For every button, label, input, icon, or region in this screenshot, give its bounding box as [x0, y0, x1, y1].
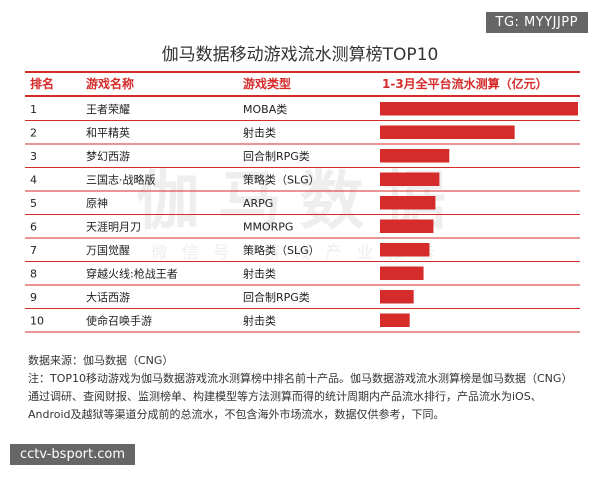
game-name-cell: 万国觉醒: [86, 244, 130, 257]
column-header-name: 游戏名称: [86, 76, 134, 91]
watermark-badge-top: TG: MYYJJPP: [485, 12, 588, 33]
revenue-bar: [380, 219, 434, 233]
rank-cell: 8: [30, 268, 37, 281]
game-name-cell: 梦幻西游: [86, 150, 130, 163]
game-name-cell: 穿越火线:枪战王者: [86, 267, 178, 281]
genre-cell: 射击类: [243, 314, 276, 328]
revenue-bar: [380, 125, 515, 139]
genre-cell: MOBA类: [243, 102, 287, 116]
game-name-cell: 三国志·战略版: [86, 173, 156, 187]
rank-cell: 6: [30, 221, 37, 234]
game-name-cell: 天涯明月刀: [86, 220, 141, 234]
rank-cell: 4: [30, 174, 37, 187]
footnote: 注：TOP10移动游戏为伽马数据游戏流水测算榜中排名前十产品。伽马数据游戏流水测…: [28, 372, 573, 421]
source-note: 数据来源：伽马数据（CNG）: [28, 354, 174, 367]
game-name-cell: 和平精英: [86, 126, 130, 140]
genre-cell: 射击类: [243, 126, 276, 140]
game-name-cell: 王者荣耀: [86, 103, 130, 116]
revenue-bar: [380, 172, 440, 186]
column-header-revenue: 1-3月全平台流水测算（亿元）: [382, 76, 548, 91]
rank-cell: 7: [30, 244, 37, 257]
genre-cell: ARPG: [243, 197, 273, 210]
genre-cell: 策略类（SLG）: [243, 243, 320, 257]
genre-cell: 回合制RPG类: [243, 149, 310, 163]
column-header-rank: 排名: [30, 76, 54, 91]
rank-cell: 5: [30, 197, 37, 210]
ranking-chart: 排名 游戏名称 游戏类型 1-3月全平台流水测算（亿元） 1 王者荣耀 MOBA类 2 和平精英…: [25, 71, 580, 333]
game-name-cell: 原神: [86, 196, 108, 210]
revenue-bar: [380, 149, 450, 163]
revenue-bar: [380, 102, 578, 116]
rank-cell: 9: [30, 291, 37, 304]
genre-cell: MMORPG: [243, 221, 293, 234]
revenue-bar: [380, 243, 430, 257]
game-name-cell: 大话西游: [86, 290, 130, 304]
watermark-badge-bottom: cctv-bsport.com: [10, 444, 135, 465]
rank-cell: 1: [30, 103, 37, 116]
rank-cell: 3: [30, 150, 37, 163]
revenue-bar: [380, 266, 424, 280]
game-name-cell: 使命召唤手游: [86, 314, 152, 328]
revenue-bar: [380, 290, 414, 304]
revenue-bar: [380, 313, 410, 327]
chart-title: 伽马数据移动游戏流水测算榜TOP10: [161, 45, 439, 65]
genre-cell: 策略类（SLG）: [243, 173, 320, 187]
revenue-bar: [380, 196, 436, 210]
genre-cell: 射击类: [243, 267, 276, 281]
genre-cell: 回合制RPG类: [243, 290, 310, 304]
rank-cell: 2: [30, 127, 37, 140]
rank-cell: 10: [30, 315, 44, 328]
notes-section: 数据来源：伽马数据（CNG） 注：TOP10移动游戏为伽马数据游戏流水测算榜中排…: [28, 352, 576, 424]
column-header-genre: 游戏类型: [243, 76, 291, 91]
